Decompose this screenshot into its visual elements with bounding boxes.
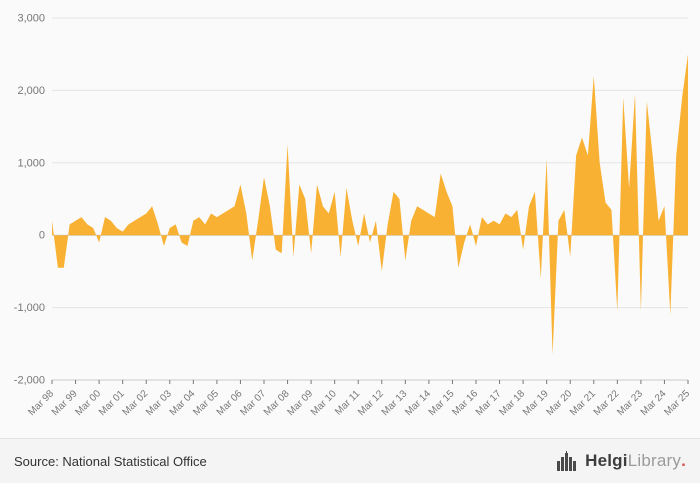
helgilibrary-bars-icon xyxy=(557,451,577,471)
helgilibrary-logo: HelgiLibrary. xyxy=(557,451,686,471)
svg-text:-2,000: -2,000 xyxy=(14,375,45,387)
source-label: Source: National Statistical Office xyxy=(14,453,207,469)
footer-bar: Source: National Statistical Office Helg… xyxy=(0,438,700,483)
logo-dot: . xyxy=(681,451,686,470)
svg-text:Mar 25: Mar 25 xyxy=(662,388,692,418)
logo-text: HelgiLibrary. xyxy=(585,451,686,471)
logo-helgi: Helgi xyxy=(585,451,628,470)
svg-text:3,000: 3,000 xyxy=(17,13,45,25)
svg-text:2,000: 2,000 xyxy=(17,85,45,97)
chart-area: 3,000 2,000 1,000 0 -1,000 -2,000 Mar 98 Mar 99… xyxy=(14,13,693,419)
svg-text:-1,000: -1,000 xyxy=(14,302,45,314)
logo-library: Library xyxy=(627,451,682,470)
svg-text:1,000: 1,000 xyxy=(17,157,45,169)
svg-text:Mar 10: Mar 10 xyxy=(309,388,339,418)
svg-text:0: 0 xyxy=(39,230,45,242)
